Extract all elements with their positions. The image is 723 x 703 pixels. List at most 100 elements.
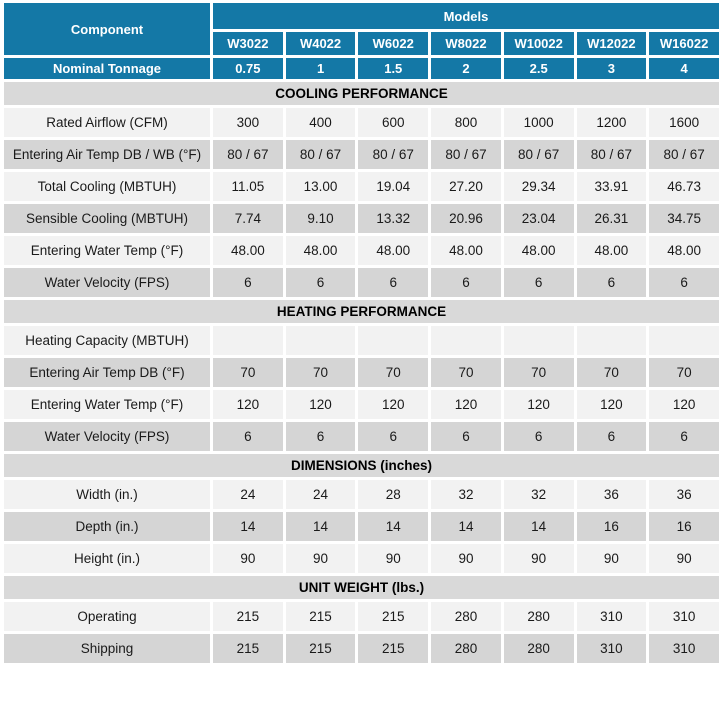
cell-value: 600 [358,108,429,137]
tonnage-value: 2 [431,58,501,79]
section-title: COOLING PERFORMANCE [4,82,719,105]
cell-value: 120 [358,390,429,419]
model-header-w8022: W8022 [431,32,501,55]
cell-value: 90 [358,544,429,573]
row-label: Operating [4,602,210,631]
table-row: Total Cooling (MBTUH) 11.05 13.00 19.04 27.2… [4,172,719,201]
cell-value [503,326,574,355]
cell-value: 6 [358,422,429,451]
cell-value: 215 [213,602,283,631]
cell-value: 7.74 [213,204,283,233]
table-row: Entering Air Temp DB / WB (°F) 80 / 67 80 … [4,140,719,169]
cell-value: 14 [285,512,356,541]
cell-value: 48.00 [503,236,574,265]
cell-value [431,326,501,355]
cell-value: 13.32 [358,204,429,233]
cell-value: 36 [576,480,647,509]
cell-value: 1200 [576,108,647,137]
cell-value: 34.75 [649,204,719,233]
tonnage-value: 1 [285,58,356,79]
section-title: DIMENSIONS (inches) [4,454,719,477]
cell-value: 280 [431,602,501,631]
cell-value: 20.96 [431,204,501,233]
cell-value: 6 [213,268,283,297]
cell-value: 32 [503,480,574,509]
tonnage-value: 1.5 [358,58,429,79]
row-label: Rated Airflow (CFM) [4,108,210,137]
cell-value: 36 [649,480,719,509]
spec-table-body: COOLING PERFORMANCE Rated Airflow (CFM) 30… [4,82,719,663]
cell-value: 90 [576,544,647,573]
cell-value: 90 [285,544,356,573]
cell-value: 215 [285,602,356,631]
cell-value: 48.00 [213,236,283,265]
cell-value: 70 [649,358,719,387]
cell-value: 1000 [503,108,574,137]
tonnage-value: 3 [576,58,647,79]
cell-value: 46.73 [649,172,719,201]
table-row: Rated Airflow (CFM) 300 400 600 800 1000 1200 1… [4,108,719,137]
cell-value: 800 [431,108,501,137]
cell-value: 48.00 [285,236,356,265]
cell-value: 16 [576,512,647,541]
cell-value: 48.00 [576,236,647,265]
cell-value: 70 [503,358,574,387]
cell-value: 215 [213,634,283,663]
cell-value: 11.05 [213,172,283,201]
cell-value: 70 [358,358,429,387]
spec-table-header: Component Models W3022 W4022 W6022 W8022… [4,3,719,79]
nominal-tonnage-row: Nominal Tonnage 0.75 1 1.5 2 2.5 3 4 [4,58,719,79]
cell-value: 14 [503,512,574,541]
row-label: Water Velocity (FPS) [4,422,210,451]
cell-value: 280 [503,602,574,631]
table-row: Shipping 215 215 215 280 280 310 310 [4,634,719,663]
cell-value: 19.04 [358,172,429,201]
cell-value [358,326,429,355]
model-header-w16022: W16022 [649,32,719,55]
cell-value: 120 [649,390,719,419]
cell-value: 215 [285,634,356,663]
cell-value: 14 [431,512,501,541]
section-header-row: DIMENSIONS (inches) [4,454,719,477]
cell-value: 48.00 [649,236,719,265]
table-row: Sensible Cooling (MBTUH) 7.74 9.10 13.32 20.… [4,204,719,233]
section-header-row: UNIT WEIGHT (lbs.) [4,576,719,599]
cell-value: 90 [649,544,719,573]
models-header-row: Component Models [4,3,719,55]
model-names-row: W3022 W4022 W6022 W8022 W10022 W12022 W1… [4,32,719,55]
cell-value: 29.34 [503,172,574,201]
table-row: Entering Water Temp (°F) 120 120 120 120 120 1… [4,390,719,419]
row-label: Height (in.) [4,544,210,573]
cell-value: 310 [576,634,647,663]
row-label: Entering Air Temp DB (°F) [4,358,210,387]
tonnage-value: 0.75 [213,58,283,79]
cell-value: 6 [576,422,647,451]
cell-value: 14 [358,512,429,541]
cell-value: 6 [649,268,719,297]
cell-value [213,326,283,355]
table-row: Heating Capacity (MBTUH) [4,326,719,355]
tonnage-value: 4 [649,58,719,79]
row-label: Total Cooling (MBTUH) [4,172,210,201]
cell-value: 70 [213,358,283,387]
cell-value: 6 [358,268,429,297]
cell-value: 70 [431,358,501,387]
model-header-w12022: W12022 [576,32,647,55]
models-header: Models [213,3,719,29]
table-row: Entering Water Temp (°F) 48.00 48.00 48.00 4… [4,236,719,265]
model-header-w6022: W6022 [358,32,429,55]
cell-value: 90 [503,544,574,573]
model-header-w10022: W10022 [503,32,574,55]
section-title: HEATING PERFORMANCE [4,300,719,323]
row-label: Water Velocity (FPS) [4,268,210,297]
row-label: Depth (in.) [4,512,210,541]
cell-value: 6 [213,422,283,451]
cell-value: 80 / 67 [649,140,719,169]
cell-value: 48.00 [431,236,501,265]
cell-value: 9.10 [285,204,356,233]
cell-value: 16 [649,512,719,541]
cell-value: 6 [576,268,647,297]
cell-value: 310 [649,602,719,631]
model-header-w4022: W4022 [285,32,356,55]
cell-value: 80 / 67 [576,140,647,169]
